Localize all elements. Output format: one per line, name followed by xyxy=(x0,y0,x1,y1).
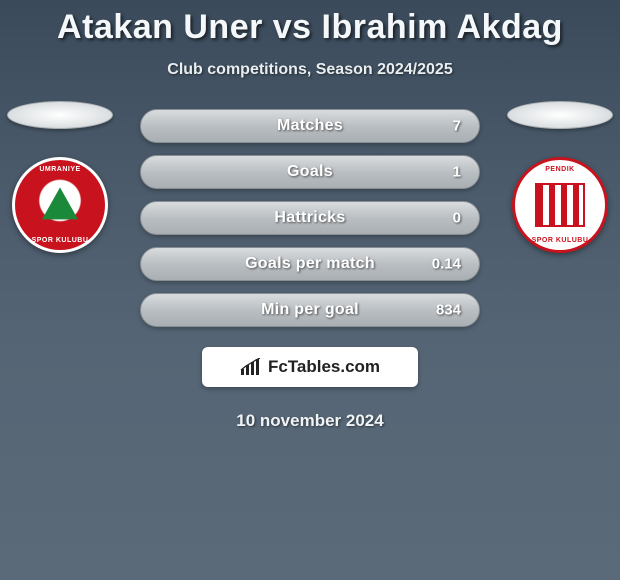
stat-label: Matches xyxy=(277,117,343,135)
stat-bar-matches: Matches 7 xyxy=(140,109,480,143)
stat-bar-mpg: Min per goal 834 xyxy=(140,293,480,327)
stat-label: Hattricks xyxy=(274,209,345,227)
player-plate-left xyxy=(7,101,113,129)
comparison-card: Atakan Uner vs Ibrahim Akdag Club compet… xyxy=(0,0,620,580)
stat-value: 0 xyxy=(453,210,461,227)
right-crest-stripes xyxy=(535,183,585,227)
stat-label: Goals per match xyxy=(245,255,375,273)
stat-label: Min per goal xyxy=(261,301,359,319)
player-plate-right xyxy=(507,101,613,129)
right-team-sub: SPOR KULUBU xyxy=(515,237,605,244)
stat-value: 834 xyxy=(436,302,461,319)
barchart-icon xyxy=(240,358,262,376)
stat-bar-hattricks: Hattricks 0 xyxy=(140,201,480,235)
stat-label: Goals xyxy=(287,163,333,181)
stat-bars: Matches 7 Goals 1 Hattricks 0 Goals per … xyxy=(140,109,480,339)
stats-area: UMRANIYE SPOR KULUBU Matches 7 Goals 1 H… xyxy=(0,109,620,329)
left-team-name: UMRANIYE xyxy=(15,166,105,173)
stat-value: 0.14 xyxy=(432,256,461,273)
stat-value: 7 xyxy=(453,118,461,135)
left-team-crest: UMRANIYE SPOR KULUBU xyxy=(12,157,108,253)
stat-bar-gpm: Goals per match 0.14 xyxy=(140,247,480,281)
right-team-crest: PENDIK SPOR KULUBU xyxy=(512,157,608,253)
right-team-name: PENDIK xyxy=(515,166,605,173)
page-title: Atakan Uner vs Ibrahim Akdag xyxy=(0,8,620,47)
left-team-column: UMRANIYE SPOR KULUBU xyxy=(0,101,120,253)
page-subtitle: Club competitions, Season 2024/2025 xyxy=(0,61,620,79)
source-logo-text: FcTables.com xyxy=(268,357,380,377)
date-line: 10 november 2024 xyxy=(0,411,620,431)
left-team-sub: SPOR KULUBU xyxy=(15,237,105,244)
stat-bar-goals: Goals 1 xyxy=(140,155,480,189)
stat-value: 1 xyxy=(453,164,461,181)
right-team-column: PENDIK SPOR KULUBU xyxy=(500,101,620,253)
source-logo[interactable]: FcTables.com xyxy=(202,347,418,387)
